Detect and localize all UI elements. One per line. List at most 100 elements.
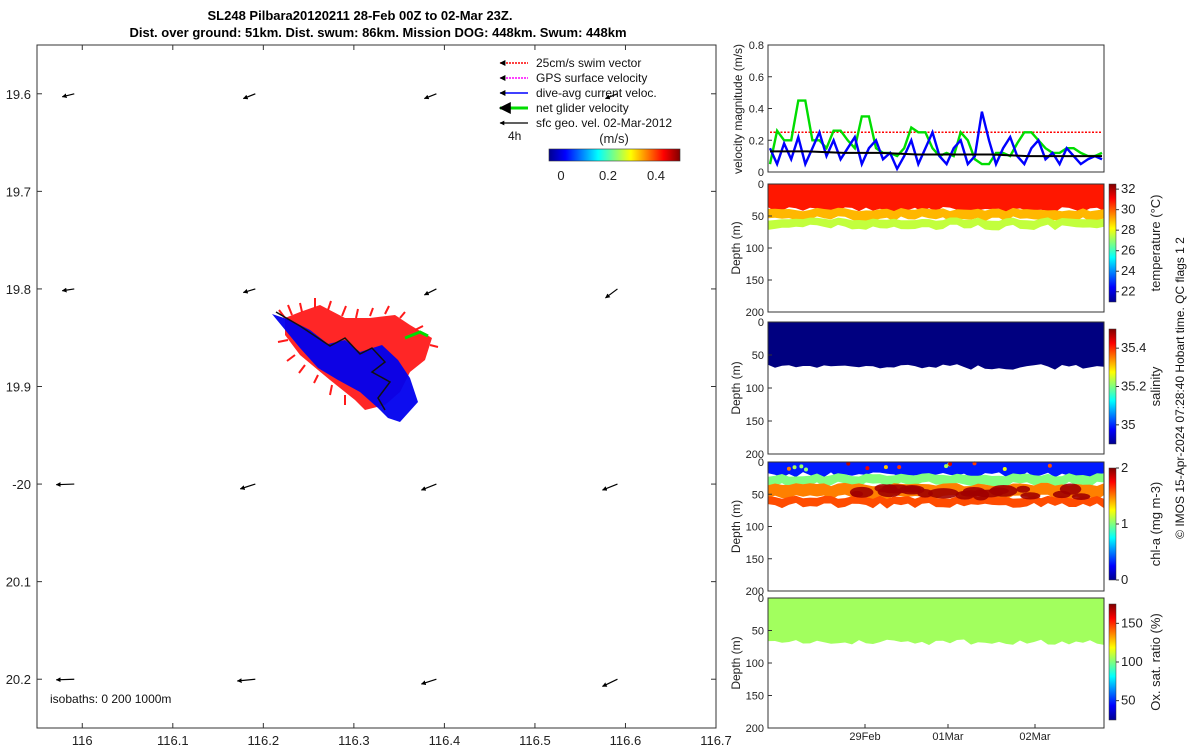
chlorophyll-surface-dot (786, 466, 791, 471)
map-legend: 25cm/s swim vector GPS surface velocity … (498, 56, 672, 143)
temperature-colorbar-tick-label: 30 (1121, 202, 1135, 217)
chlorophyll-surface-dot (944, 464, 949, 469)
legend-item-swim-vector: 25cm/s swim vector (499, 56, 641, 70)
chlorophyll-colorbar-tick-label: 2 (1121, 460, 1128, 475)
geo-velocity-arrow (242, 288, 256, 294)
chlorophyll-colorbar-tick-label: 1 (1121, 516, 1128, 531)
chlorophyll-surface-dot (799, 464, 804, 469)
colorbar-tick: 0 (557, 168, 564, 183)
oxygen-colorbar (1108, 603, 1117, 721)
chlorophyll-ylabel: Depth (m) (729, 500, 743, 553)
legend-item-dive-avg-current: dive-avg current veloc. (499, 86, 657, 100)
temperature-colorbar-tick-label: 26 (1121, 243, 1135, 258)
chlorophyll-surface-dot (803, 467, 808, 472)
velocity-series-line (768, 99, 1103, 166)
geo-velocity-arrow (605, 93, 618, 100)
chlorophyll-max-patch (1071, 493, 1091, 500)
chlorophyll-surface-dot (865, 466, 870, 471)
chlorophyll-y-tick-label: 200 (746, 586, 764, 598)
chlorophyll-surface-dot (1047, 463, 1052, 468)
temperature-layer (768, 207, 1104, 223)
temperature-ylabel: Depth (m) (729, 221, 743, 274)
chlorophyll-max-patch (972, 489, 990, 501)
legend-item-sfc-geo-vel: sfc geo. vel. 02-Mar-2012 (499, 116, 672, 130)
oxygen-colorbar-tick-label: 50 (1121, 693, 1135, 708)
salinity-colorbar-tick-label: 35.2 (1121, 379, 1146, 394)
geo-velocity-arrow (602, 483, 618, 491)
geo-velocity-arrow (55, 482, 75, 487)
salinity-y-tick-label: 50 (752, 350, 764, 362)
map-x-tick-label: 116.4 (429, 733, 461, 748)
temperature-y-tick-label: 150 (746, 275, 764, 287)
chlorophyll-max-patch (1020, 492, 1041, 500)
geo-velocity-arrow (239, 483, 256, 490)
temperature-colorbar-tick-label: 28 (1121, 222, 1135, 237)
salinity-panel: 0 50 100 150 200 Depth (m) 35.4 35.2 35 salinity (729, 317, 1163, 461)
geo-velocity-arrow (423, 288, 437, 296)
colorbar-tick: 0.4 (647, 168, 665, 183)
salinity-colorbar-label: salinity (1148, 366, 1163, 406)
map-x-tick-label: 116.6 (610, 733, 642, 748)
map-y-tick-label: 19.7 (6, 184, 31, 199)
geo-velocity-arrow (420, 483, 437, 491)
oxygen-y-tick-label: 50 (752, 626, 764, 638)
isobaths-label: isobaths: 0 200 1000m (50, 692, 171, 706)
geo-velocity-arrow (420, 678, 437, 685)
colorbar-unit: (m/s) (599, 131, 629, 146)
map-x-tick-label: 116 (72, 733, 93, 748)
chlorophyll-surface-dot (883, 465, 888, 470)
geo-velocity-arrow (61, 93, 75, 99)
svg-text:dive-avg current veloc.: dive-avg current veloc. (536, 86, 657, 100)
temperature-colorbar (1108, 183, 1117, 303)
chlorophyll-layer (768, 462, 1104, 478)
map-y-tick-label: 19.9 (6, 380, 31, 395)
time-x-tick-label: 29Feb (849, 731, 880, 743)
svg-text:25cm/s swim vector: 25cm/s swim vector (536, 56, 641, 70)
chlorophyll-y-tick-label: 50 (752, 489, 764, 501)
map-y-tick-label: -20 (12, 477, 31, 492)
swim-vector-fringe (277, 298, 439, 405)
map-y-tick-label: 19.6 (6, 87, 31, 102)
oxygen-y-tick-label: 0 (758, 593, 764, 605)
chlorophyll-surface-dot (948, 462, 953, 467)
chart-title-line1: SL248 Pilbara20120211 28-Feb 00Z to 02-M… (208, 8, 513, 23)
geo-velocity-arrow (236, 678, 256, 683)
geo-velocity-arrow (61, 287, 75, 293)
temperature-colorbar-tick-label: 22 (1121, 284, 1135, 299)
chlorophyll-max-patch (1059, 483, 1082, 495)
chlorophyll-colorbar (1108, 467, 1117, 581)
geo-velocity-arrows (55, 93, 618, 687)
chlorophyll-max-patch (917, 489, 933, 498)
colorbar-gradient (548, 148, 681, 162)
time-x-tick-label: 02Mar (1019, 731, 1051, 743)
salinity-y-tick-label: 0 (758, 317, 764, 329)
temperature-y-tick-label: 100 (746, 243, 764, 255)
geo-velocity-arrow (423, 93, 437, 100)
colorbar-tick: 0.2 (599, 168, 617, 183)
salinity-layer (768, 322, 1104, 370)
temperature-layer (768, 184, 1104, 213)
time-x-tick-label: 01Mar (932, 731, 964, 743)
velocity-y-tick-label: 0.4 (749, 104, 764, 116)
salinity-y-tick-label: 100 (746, 383, 764, 395)
oxygen-colorbar-tick-label: 150 (1121, 615, 1143, 630)
velocity-series-line (770, 150, 1102, 158)
salinity-y-tick-label: 150 (746, 416, 764, 428)
oxygen-colorbar-label: Ox. sat. ratio (%) (1148, 613, 1163, 711)
chlorophyll-max-patch (1016, 485, 1031, 493)
chlorophyll-surface-dot (846, 461, 851, 466)
footer-credit: © IMOS 15-Apr-2024 07:28:40 Hobart time.… (1173, 237, 1187, 539)
velocity-y-tick-label: 0.2 (749, 135, 764, 147)
salinity-colorbar (1108, 328, 1117, 445)
chlorophyll-y-tick-label: 100 (746, 522, 764, 534)
chlorophyll-layer (768, 473, 1104, 488)
chlorophyll-y-tick-label: 150 (746, 554, 764, 566)
oxygen-colorbar-tick-label: 100 (1121, 654, 1143, 669)
chlorophyll-colorbar-tick-label: 0 (1121, 572, 1128, 587)
chlorophyll-max-patch (928, 488, 959, 499)
oxygen-y-tick-label: 100 (746, 658, 764, 670)
legend-time-label: 4h (508, 129, 521, 143)
temperature-y-tick-label: 0 (758, 179, 764, 191)
